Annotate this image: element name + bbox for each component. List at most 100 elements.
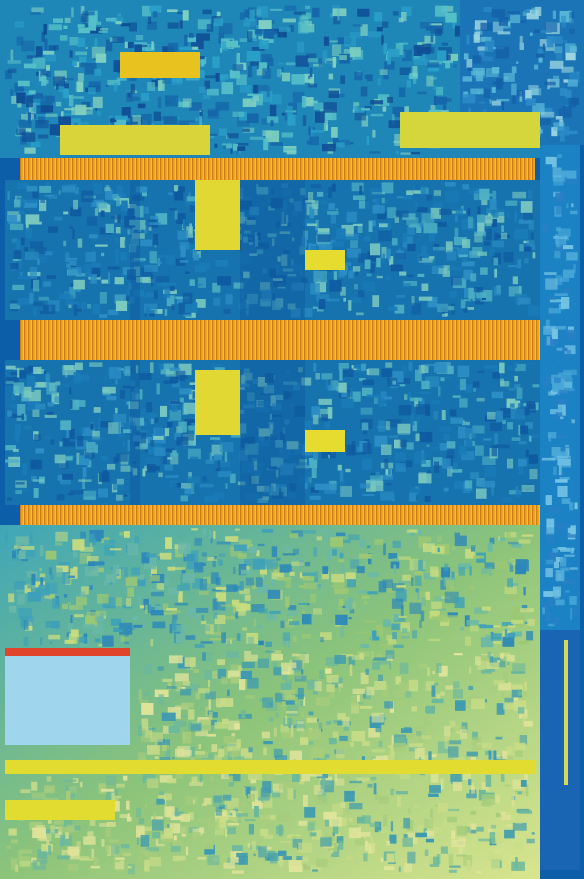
die-cell [178, 363, 192, 376]
die-cell [487, 563, 492, 568]
die-cell [414, 453, 426, 464]
die-cell [480, 567, 489, 575]
die-cell [240, 200, 253, 210]
die-cell [420, 610, 425, 622]
die-cell [88, 561, 95, 571]
die-cell [84, 63, 97, 75]
die-cell [333, 271, 338, 282]
die-cell [449, 727, 455, 733]
die-cell [287, 223, 291, 227]
die-cell [107, 79, 121, 86]
die-cell [251, 654, 259, 662]
die-cell [325, 124, 328, 130]
die-cell [206, 23, 214, 32]
die-cell [130, 83, 135, 94]
die-cell [129, 22, 137, 32]
die-cell [220, 698, 234, 707]
die-cell [230, 148, 233, 154]
yellow-block [5, 760, 535, 774]
die-cell [151, 123, 154, 127]
die-cell [428, 638, 441, 642]
die-cell [272, 300, 281, 310]
die-cell [417, 42, 427, 45]
die-cell [506, 654, 515, 662]
die-cell [542, 607, 545, 615]
die-cell [368, 31, 381, 38]
die-cell [497, 536, 500, 541]
die-cell [247, 31, 253, 43]
die-cell [446, 250, 457, 261]
die-cell [380, 391, 387, 401]
die-cell [175, 715, 187, 718]
die-cell [63, 112, 72, 116]
die-cell [491, 87, 496, 93]
die-cell [233, 806, 238, 813]
die-cell [238, 564, 247, 576]
die-cell [425, 835, 434, 843]
die-cell [507, 365, 513, 372]
die-cell [360, 86, 368, 97]
die-cell [390, 821, 394, 832]
die-cell [515, 229, 528, 240]
die-cell [249, 38, 257, 42]
die-cell [55, 531, 68, 542]
die-cell [449, 865, 461, 868]
die-cell [241, 462, 254, 473]
die-cell [367, 572, 379, 577]
die-cell [369, 151, 381, 154]
die-cell [261, 731, 270, 739]
die-cell [126, 598, 132, 607]
die-cell [100, 28, 109, 31]
die-cell [517, 259, 522, 269]
die-cell [453, 689, 463, 699]
die-cell [270, 94, 282, 105]
die-cell [185, 846, 189, 856]
die-cell [524, 258, 529, 264]
die-cell [65, 295, 74, 306]
die-cell [238, 670, 252, 680]
die-cell [115, 300, 128, 311]
die-cell [11, 839, 19, 844]
die-cell [135, 35, 144, 41]
die-cell [555, 569, 565, 582]
die-cell [427, 667, 430, 677]
die-cell [265, 130, 280, 143]
die-cell [136, 825, 145, 838]
die-cell [483, 742, 492, 749]
die-cell [430, 22, 444, 34]
die-cell [395, 463, 406, 472]
die-cell [48, 305, 52, 313]
die-cell [133, 435, 141, 442]
die-cell [400, 605, 404, 617]
die-cell [210, 437, 221, 440]
die-cell [418, 365, 425, 374]
die-cell [340, 286, 346, 296]
die-cell [257, 498, 269, 503]
die-cell [439, 443, 448, 451]
die-cell [511, 861, 525, 871]
die-cell [227, 823, 240, 826]
die-cell [162, 611, 177, 615]
die-cell [195, 692, 200, 700]
die-cell [329, 720, 341, 724]
die-cell [288, 605, 297, 611]
die-cell [409, 743, 423, 748]
die-cell [80, 781, 83, 788]
die-cell [106, 463, 116, 470]
die-cell [351, 731, 366, 742]
die-cell [344, 36, 356, 47]
die-cell [293, 382, 300, 391]
die-cell [401, 857, 405, 866]
die-cell [188, 472, 192, 479]
die-cell [390, 371, 404, 383]
die-cell [111, 215, 123, 220]
die-cell [18, 258, 22, 269]
die-cell [562, 40, 568, 43]
die-cell [102, 635, 114, 647]
die-cell [471, 736, 482, 745]
die-cell [332, 549, 337, 556]
die-cell [437, 802, 448, 813]
die-cell [546, 336, 551, 346]
die-cell [326, 721, 332, 725]
die-cell [51, 620, 60, 629]
